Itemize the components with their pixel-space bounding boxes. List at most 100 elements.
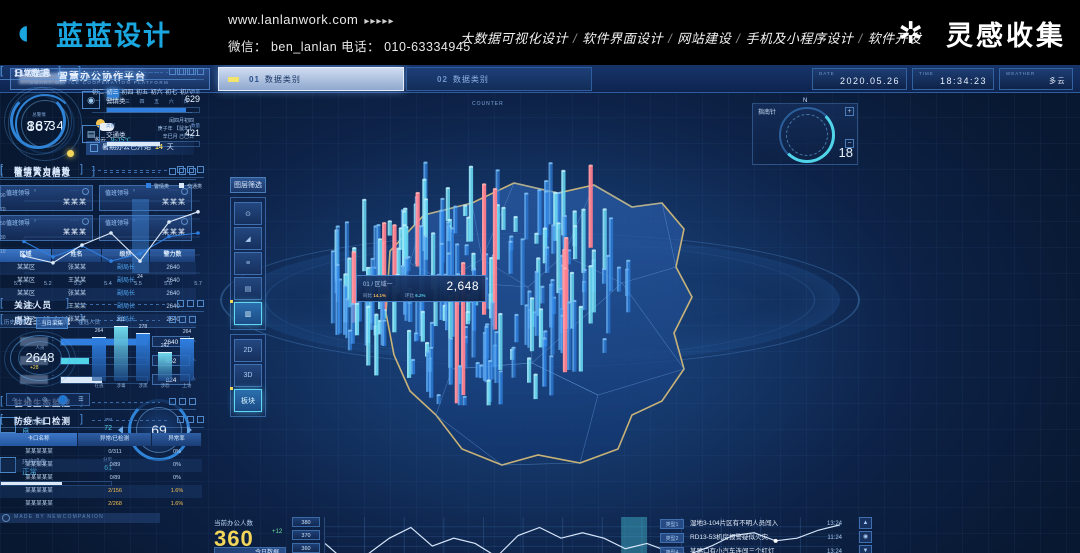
- alarm-scroll-up-button[interactable]: ▲: [859, 517, 872, 529]
- duty-card[interactable]: 值班领导 › ··· 某某某: [0, 215, 93, 241]
- weekday-cell[interactable]: 初六五: [151, 89, 163, 107]
- maximize-icon[interactable]: [179, 316, 186, 323]
- focus-tabs[interactable]: 历史数据 当日采集 在逃人员: [0, 317, 104, 329]
- y-tick: 380: [292, 517, 320, 527]
- table-row[interactable]: 某某某某某 2/156 1.6%: [0, 485, 202, 498]
- expand-icon[interactable]: [189, 168, 196, 175]
- close-icon[interactable]: [82, 218, 89, 225]
- expand-icon[interactable]: [197, 416, 204, 423]
- alarm-item[interactable]: 类型1 湿地3-104片区有不明人员闯入 13:24: [660, 517, 842, 531]
- today-data-button[interactable]: 今日数据: [214, 547, 286, 553]
- minimize-icon[interactable]: [169, 316, 176, 323]
- expand-icon[interactable]: [189, 316, 196, 323]
- heat-icon[interactable]: ≡: [234, 252, 262, 275]
- expand-icon[interactable]: [189, 398, 196, 405]
- view-mode-group[interactable]: 2D 3D 板块: [230, 334, 266, 417]
- panel-controls[interactable]: [169, 316, 196, 323]
- more-dots-icon[interactable]: ···: [70, 218, 79, 224]
- panel-controls[interactable]: [169, 168, 196, 175]
- weekday-strip[interactable]: 初二一初三二初四三初五四初六五初七六初八日: [92, 89, 192, 107]
- cell-level: 副局长: [116, 304, 135, 310]
- maximize-icon[interactable]: [187, 166, 194, 173]
- table-row[interactable]: 某某某某某 2/268 1.6%: [0, 498, 202, 511]
- weekday-cell[interactable]: 初三二: [106, 89, 119, 107]
- alarm-scroll-down-button[interactable]: ▼: [859, 545, 872, 553]
- cell-area: 某某区: [16, 291, 35, 297]
- list-icon[interactable]: ☰: [78, 397, 84, 403]
- person-icon[interactable]: 👤: [57, 394, 68, 405]
- view-button-板块[interactable]: 板块: [230, 387, 262, 412]
- maximize-icon[interactable]: [179, 398, 186, 405]
- weekday-cell[interactable]: 初二一: [92, 89, 104, 107]
- close-icon[interactable]: [82, 188, 89, 195]
- home-icon[interactable]: ⌂: [12, 396, 16, 403]
- weekday-cell[interactable]: 初八日: [180, 89, 192, 107]
- grid-icon[interactable]: ▤: [234, 277, 262, 300]
- maximize-icon[interactable]: [187, 68, 194, 75]
- panel-controls[interactable]: [177, 166, 204, 173]
- occupancy-value: 360: [214, 526, 254, 551]
- table-row[interactable]: 某某某某某 0/311 0%: [0, 446, 202, 459]
- location-icon[interactable]: ⊙: [234, 202, 262, 225]
- duty-card[interactable]: 值班领导 › ··· 某某某: [99, 185, 192, 211]
- zoom-in-button[interactable]: +: [845, 107, 854, 116]
- close-icon[interactable]: [181, 218, 188, 225]
- brand-right: ✲ 灵感收集: [898, 14, 1066, 53]
- quarantine-table: 卡口名称 异常/已检测 异常率 某某某某某 0/311 0% 某某某某某 0/89 0% 某某某某…: [0, 433, 202, 511]
- maximize-icon[interactable]: [187, 416, 194, 423]
- more-dots-icon[interactable]: ···: [70, 188, 79, 194]
- weather-value: 多云: [1049, 78, 1066, 85]
- separator: /: [573, 31, 578, 46]
- focus-tab[interactable]: 当日采集: [36, 317, 69, 329]
- header-dash-decoration: [104, 172, 160, 173]
- alarm-pause-button[interactable]: ◉: [859, 531, 872, 543]
- duty-card[interactable]: 值班领导 › ··· 某某某: [0, 185, 93, 211]
- expand-icon[interactable]: [197, 166, 204, 173]
- alarm-item[interactable]: 类型2 RD13-53机房报警疑似火灾 11:24: [660, 531, 842, 545]
- panel-controls[interactable]: [177, 416, 204, 423]
- target-icon[interactable]: ◎: [41, 397, 48, 403]
- table-row[interactable]: 某某区 张某某 副局长 2640: [0, 288, 196, 301]
- minimize-icon[interactable]: [177, 416, 184, 423]
- minimize-icon[interactable]: [177, 68, 184, 75]
- table-row[interactable]: 某某区 王某某 副局长 2640: [0, 301, 196, 314]
- compass-widget[interactable]: 指南针 N + − 18: [752, 98, 858, 165]
- weekday-cell[interactable]: 初七六: [165, 89, 177, 107]
- table-row[interactable]: 某某区 王某某 副局长 2640: [0, 275, 196, 288]
- panel-controls[interactable]: [177, 300, 204, 307]
- layer-filter-toolbar[interactable]: 图层筛选 ⊙ ◢ ≡ ▤ ▥ 2D 3D 板块: [230, 177, 266, 417]
- table-row[interactable]: 某某区 张某某 副局长 2640: [0, 262, 196, 275]
- panel-header: [ 关注人员 ]: [0, 297, 204, 312]
- table-row[interactable]: 某某某某某 0/89 0%: [0, 459, 202, 472]
- weekday-lunar: 初六: [150, 90, 163, 96]
- weekday-cell[interactable]: 初四三: [121, 89, 133, 107]
- maximize-icon[interactable]: [179, 168, 186, 175]
- maximize-icon[interactable]: [187, 300, 194, 307]
- tab-data-category-01[interactable]: 01 数据类别: [218, 67, 404, 91]
- minimize-icon[interactable]: [169, 168, 176, 175]
- focus-icon-toolbar[interactable]: ⌂ ✎ ◎ 👤 ☰: [6, 393, 90, 406]
- minimize-icon[interactable]: [177, 166, 184, 173]
- building-icon[interactable]: ▥: [230, 300, 262, 325]
- more-dots-icon[interactable]: ···: [169, 188, 178, 194]
- focus-tab[interactable]: 历史数据: [4, 320, 27, 326]
- view-button-2D[interactable]: 2D: [234, 339, 262, 362]
- layer-icon-group[interactable]: ⊙ ◢ ≡ ▤ ▥: [230, 197, 266, 330]
- minimize-icon[interactable]: [177, 300, 184, 307]
- panel-controls[interactable]: [177, 68, 204, 75]
- view-button-3D[interactable]: 3D: [234, 364, 262, 387]
- column-header: 异常率: [152, 433, 202, 446]
- alarm-item[interactable]: 类型4 某路口有小汽车连闯三个红灯 13:24: [660, 545, 842, 553]
- signal-icon[interactable]: ◢: [234, 227, 262, 250]
- table-row[interactable]: 某某某某某 0/89 0%: [0, 472, 202, 485]
- tab-data-category-02[interactable]: 02 数据类别: [406, 67, 592, 91]
- zoom-out-button[interactable]: −: [845, 139, 854, 148]
- weekday-cell[interactable]: 初五四: [136, 89, 148, 107]
- expand-icon[interactable]: [197, 68, 204, 75]
- pen-icon[interactable]: ✎: [26, 397, 32, 403]
- close-icon[interactable]: [181, 188, 188, 195]
- focus-tab[interactable]: 在逃人员: [78, 320, 101, 326]
- map-visualization[interactable]: 01 / 区域一 2,648 同比 14.1% 环比 6.2% 图层筛选 ⊙ ◢ ≡…: [210, 95, 870, 515]
- minimize-icon[interactable]: [169, 68, 176, 75]
- expand-icon[interactable]: [197, 300, 204, 307]
